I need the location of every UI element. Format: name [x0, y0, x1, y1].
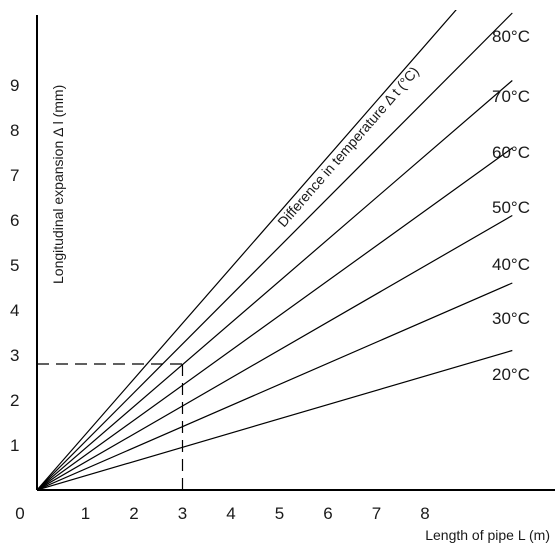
x-tick-4: 4	[226, 504, 235, 523]
y-tick-3: 3	[10, 346, 19, 365]
x-tick-1: 1	[81, 504, 90, 523]
series-line-60	[37, 80, 513, 490]
x-tick-0: 0	[15, 504, 24, 523]
series-group-label: Difference in temperature Δ t (°C)	[274, 63, 422, 230]
series-line-50	[37, 147, 513, 490]
x-tick-5: 5	[275, 504, 284, 523]
x-tick-7: 7	[372, 504, 381, 523]
x-tick-labels: 0 1 2 3 4 5 6 7 8	[15, 504, 429, 523]
x-tick-6: 6	[323, 504, 332, 523]
series-label-80: 80°C	[492, 27, 530, 46]
series-labels: 20°C 30°C 40°C 50°C 60°C 70°C 80°C	[492, 27, 530, 384]
series-label-30: 30°C	[492, 309, 530, 328]
y-tick-2: 2	[10, 391, 19, 410]
y-axis-label: Longitudinal expansion Δ l (mm)	[50, 85, 66, 284]
y-tick-5: 5	[10, 256, 19, 275]
series-label-40: 40°C	[492, 255, 530, 274]
reference-lines	[37, 363, 184, 490]
x-axis-label: Length of pipe L (m)	[425, 527, 550, 543]
y-tick-labels: 1 2 3 4 5 6 7 8 9	[10, 76, 19, 455]
y-tick-9: 9	[10, 76, 19, 95]
series-line-30	[37, 282, 513, 490]
y-tick-1: 1	[10, 436, 19, 455]
series-line-20	[37, 349, 513, 490]
x-tick-8: 8	[420, 504, 429, 523]
series-label-20: 20°C	[492, 365, 530, 384]
series-label-50: 50°C	[492, 198, 530, 217]
series-label-60: 60°C	[492, 143, 530, 162]
y-tick-7: 7	[10, 166, 19, 185]
y-tick-8: 8	[10, 121, 19, 140]
x-tick-2: 2	[129, 504, 138, 523]
series-line-70	[37, 12, 513, 490]
series-label-70: 70°C	[492, 87, 530, 106]
x-tick-3: 3	[178, 504, 187, 523]
y-tick-4: 4	[10, 301, 19, 320]
series-line-40	[37, 214, 513, 490]
series-line-80	[37, 10, 457, 490]
y-tick-6: 6	[10, 211, 19, 230]
series-lines	[37, 10, 513, 490]
